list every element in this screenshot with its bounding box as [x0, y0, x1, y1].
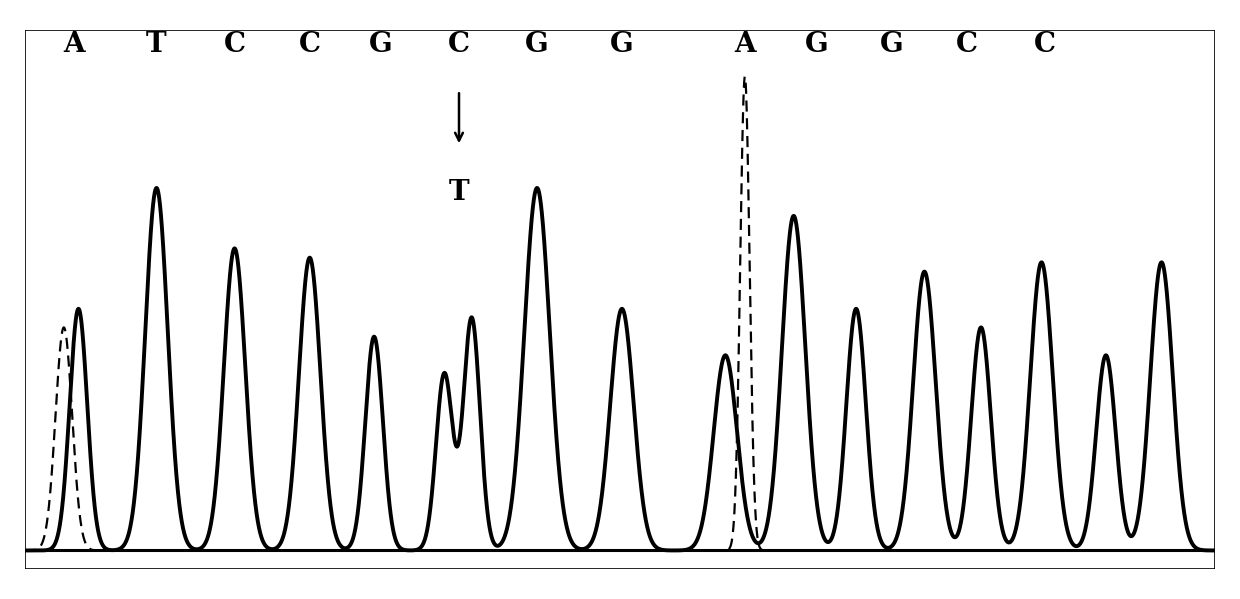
Text: G: G: [370, 31, 393, 58]
Text: G: G: [610, 31, 634, 58]
Text: C: C: [955, 31, 977, 58]
Text: T: T: [449, 179, 469, 205]
Text: C: C: [223, 31, 246, 58]
Text: G: G: [526, 31, 549, 58]
Text: C: C: [299, 31, 321, 58]
Text: C: C: [1033, 31, 1055, 58]
Text: G: G: [879, 31, 903, 58]
Text: C: C: [448, 31, 470, 58]
Text: T: T: [146, 31, 167, 58]
Text: A: A: [63, 31, 84, 58]
Text: A: A: [734, 31, 755, 58]
Text: G: G: [805, 31, 830, 58]
